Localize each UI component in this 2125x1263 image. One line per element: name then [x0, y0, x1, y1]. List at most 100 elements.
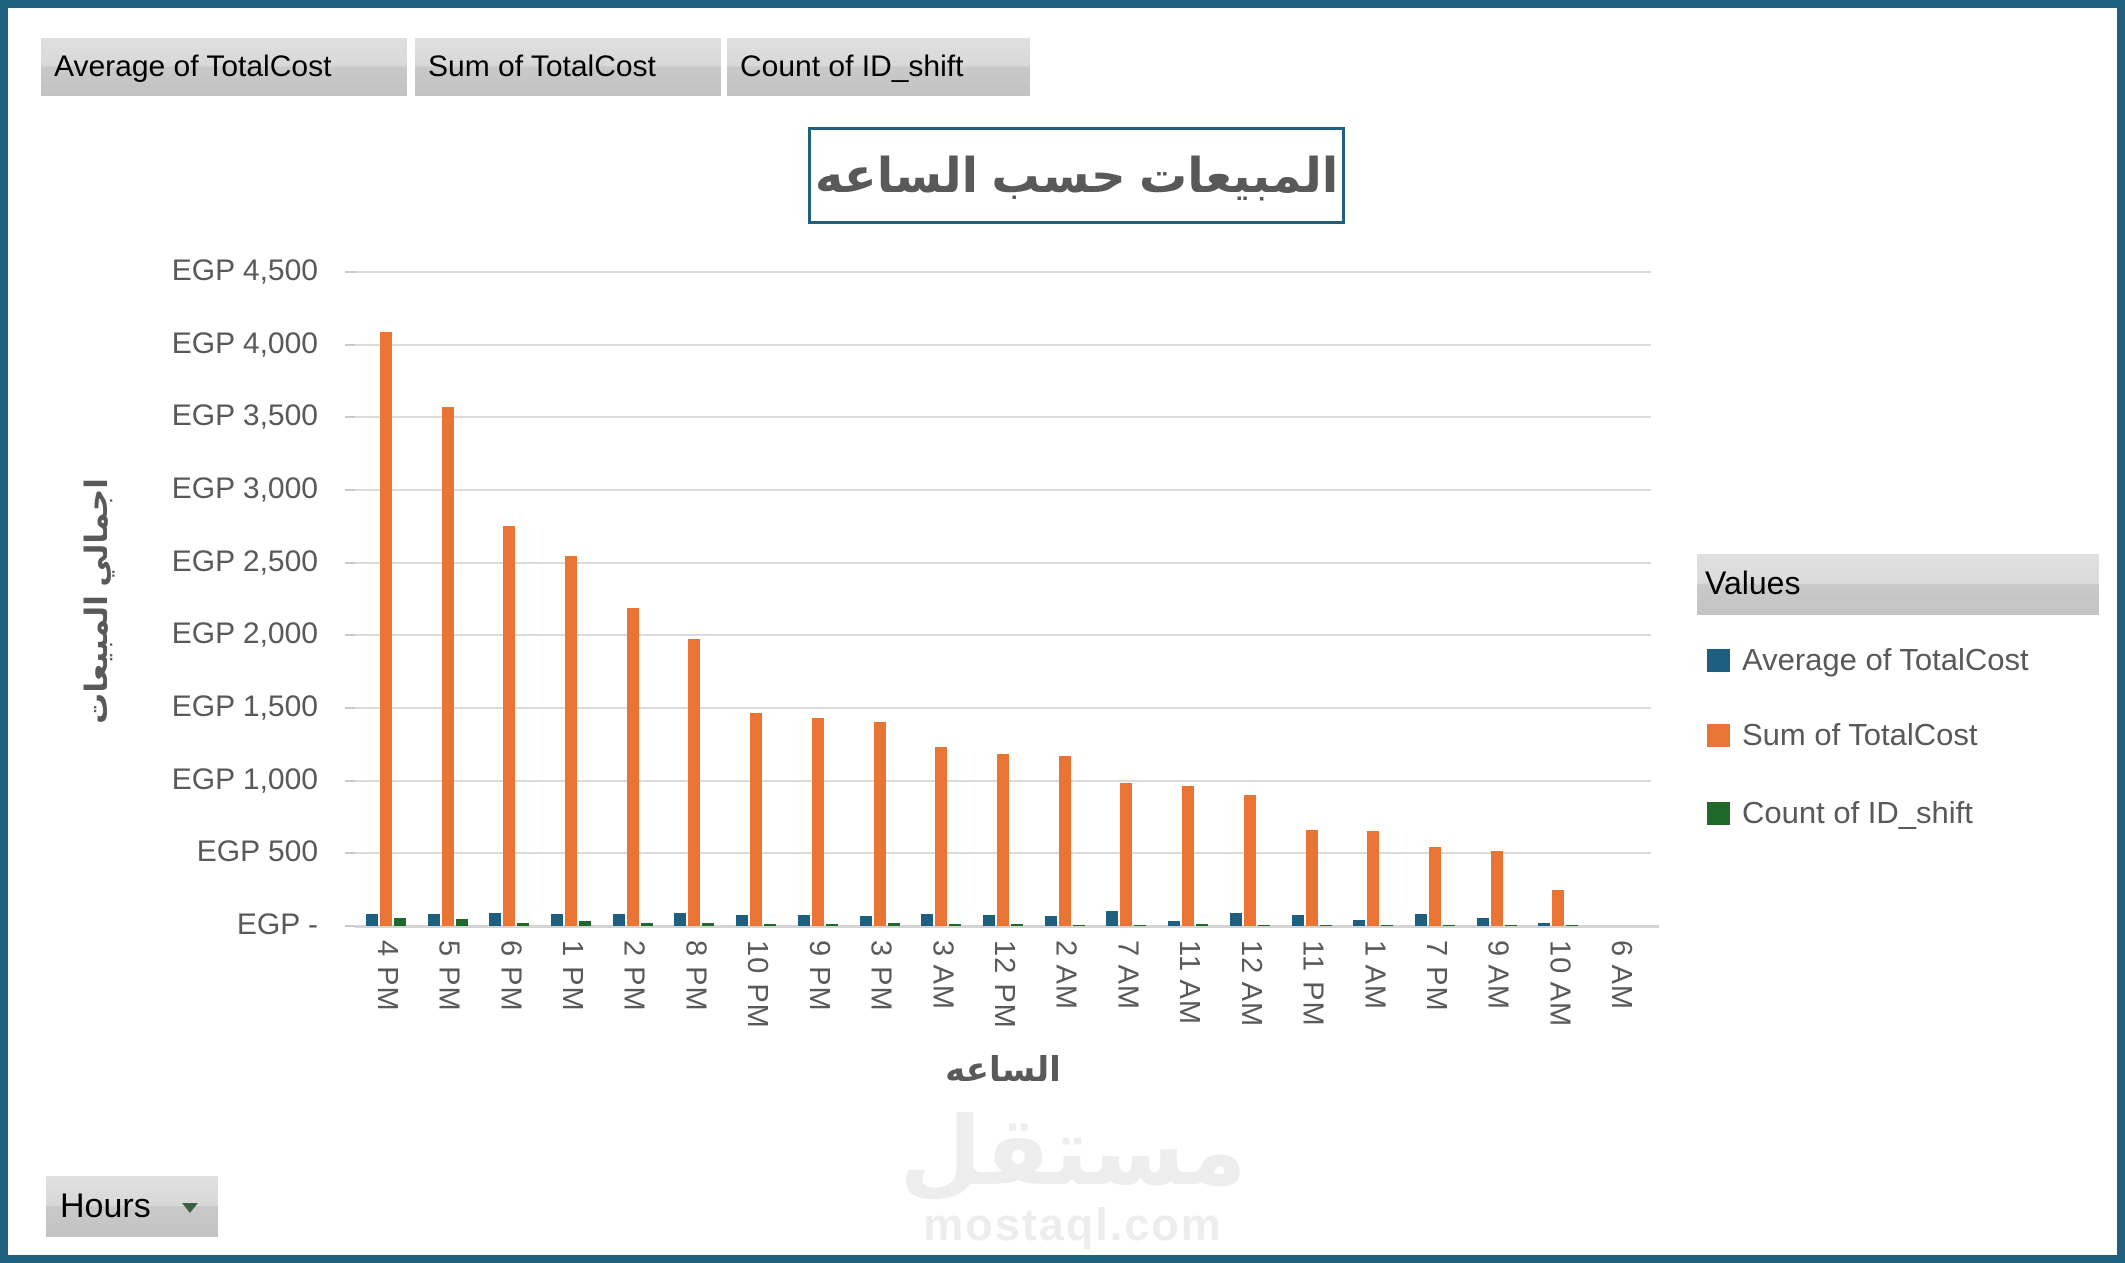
x-tick-label: 6 AM: [1605, 940, 1638, 1011]
field-button-sum-of-totalcost[interactable]: Sum of TotalCost: [415, 38, 721, 96]
bar-average-of-totalcost: [489, 912, 502, 926]
gridline: [355, 707, 1651, 709]
x-tick-label: 8 PM: [679, 940, 712, 1012]
bar-group-4-pm: [355, 272, 417, 926]
y-tick-label: EGP 4,000: [171, 326, 318, 360]
legend-item-label: Average of TotalCost: [1742, 642, 2029, 677]
y-tick-label: EGP 1,000: [171, 762, 318, 796]
y-tick-mark: [345, 561, 355, 564]
bar-sum-of-totalcost: [688, 639, 701, 926]
bar-average-of-totalcost: [1229, 912, 1242, 926]
y-tick-mark: [345, 489, 355, 491]
bar-average-of-totalcost: [1106, 910, 1119, 926]
field-button-average-of-totalcost[interactable]: Average of TotalCost: [41, 38, 407, 96]
y-tick-mark: [345, 271, 355, 273]
bar-group-2-am: [1034, 272, 1096, 926]
bar-count-of-id_shift: [1319, 925, 1332, 926]
bar-sum-of-totalcost: [1552, 889, 1565, 926]
legend-field-button-values[interactable]: Values: [1697, 554, 2099, 615]
x-tick-label: 10 AM: [1543, 940, 1576, 1028]
bar-average-of-totalcost: [797, 915, 810, 926]
bar-average-of-totalcost: [982, 915, 995, 926]
bar-group-2-pm: [602, 272, 664, 926]
bar-sum-of-totalcost: [441, 407, 454, 926]
bar-average-of-totalcost: [612, 913, 625, 926]
y-tick-mark: [345, 634, 355, 637]
bar-sum-of-totalcost: [996, 753, 1009, 926]
field-button-count-of-id-shift[interactable]: Count of ID_shift: [727, 38, 1030, 96]
bar-group-10-pm: [725, 272, 787, 926]
chart-title-box: المبيعات حسب الساعه: [808, 127, 1345, 224]
bar-sum-of-totalcost: [1182, 785, 1195, 926]
x-tick-label: 12 PM: [988, 940, 1020, 1029]
x-tick-label: 3 PM: [864, 940, 897, 1012]
bar-sum-of-totalcost: [564, 556, 577, 926]
bar-count-of-id_shift: [949, 924, 962, 926]
bar-count-of-id_shift: [887, 923, 900, 926]
hours-filter-label: Hours: [60, 1187, 151, 1225]
legend-item-count-of-id-shift: Count of ID_shift: [1707, 795, 1973, 831]
x-tick-label: 7 PM: [1420, 940, 1452, 1012]
y-tick-mark: [345, 416, 355, 419]
gridline: [355, 271, 1651, 273]
bar-group-1-am: [1342, 272, 1404, 926]
bar-count-of-id_shift: [1134, 925, 1147, 926]
bar-sum-of-totalcost: [1367, 830, 1380, 926]
bar-sum-of-totalcost: [811, 718, 824, 926]
bar-sum-of-totalcost: [1120, 782, 1133, 926]
x-tick-label: 1 AM: [1358, 940, 1391, 1011]
bar-sum-of-totalcost: [1490, 851, 1503, 926]
x-tick-label: 11 AM: [1173, 940, 1206, 1026]
bar-count-of-id_shift: [1196, 924, 1209, 926]
bar-sum-of-totalcost: [379, 332, 392, 926]
x-tick-label: 7 AM: [1111, 940, 1144, 1011]
y-tick-mark: [345, 925, 355, 927]
bar-average-of-totalcost: [1414, 913, 1427, 926]
bar-average-of-totalcost: [921, 914, 934, 926]
bar-group-9-pm: [787, 272, 849, 926]
bar-group-12-pm: [972, 272, 1034, 926]
hours-filter-button[interactable]: Hours: [46, 1176, 218, 1237]
bar-group-11-pm: [1281, 272, 1343, 926]
y-tick-label: EGP 3,500: [171, 399, 318, 433]
bar-average-of-totalcost: [736, 914, 749, 926]
bar-count-of-id_shift: [825, 924, 838, 926]
bar-group-6-am: [1589, 272, 1651, 926]
legend-swatch-green-icon: [1707, 801, 1730, 825]
y-tick-mark: [345, 343, 355, 346]
x-tick-label: 6 PM: [494, 940, 527, 1012]
watermark-domain: mostaql.com: [923, 1198, 1223, 1250]
x-tick-label: 9 PM: [802, 940, 835, 1012]
bar-sum-of-totalcost: [935, 747, 948, 926]
bar-average-of-totalcost: [1044, 915, 1057, 926]
gridline: [355, 489, 1651, 491]
bar-average-of-totalcost: [674, 912, 687, 926]
x-tick-label: 11 PM: [1296, 940, 1329, 1027]
bar-group-11-am: [1157, 272, 1219, 926]
watermark-logo: مستقل: [899, 1099, 1247, 1205]
bar-count-of-id_shift: [1072, 924, 1085, 926]
y-tick-mark: [345, 852, 355, 855]
bar-group-7-am: [1096, 272, 1158, 926]
bar-count-of-id_shift: [393, 918, 406, 926]
bar-count-of-id_shift: [1381, 924, 1394, 926]
bar-group-6-pm: [478, 272, 540, 926]
bar-average-of-totalcost: [859, 916, 872, 926]
x-tick-label: 2 AM: [1049, 940, 1082, 1011]
bar-group-12-am: [1219, 272, 1281, 926]
x-tick-label: 9 AM: [1481, 940, 1514, 1011]
bar-average-of-totalcost: [365, 913, 378, 926]
bar-group-9-am: [1466, 272, 1528, 926]
y-tick-label: EGP 2,000: [171, 617, 318, 651]
gridline: [355, 561, 1651, 564]
watermark: مستقل mostaql.com: [888, 1099, 1258, 1251]
legend-swatch-orange-icon: [1707, 723, 1730, 747]
bar-average-of-totalcost: [1353, 919, 1366, 926]
bar-group-1-pm: [540, 272, 602, 926]
x-tick-label: 3 AM: [926, 940, 959, 1011]
bar-average-of-totalcost: [1476, 918, 1489, 926]
bar-count-of-id_shift: [578, 921, 591, 926]
bar-group-3-am: [910, 272, 972, 926]
bar-average-of-totalcost: [1538, 922, 1551, 926]
